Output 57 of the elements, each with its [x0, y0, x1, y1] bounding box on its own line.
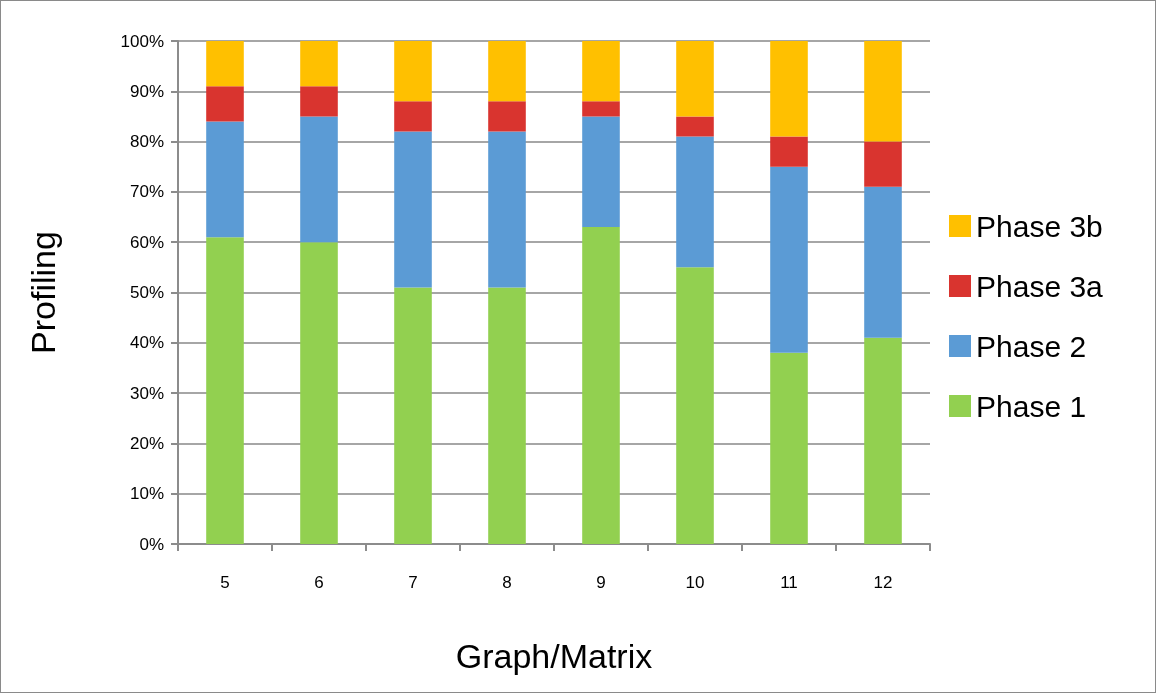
bar	[206, 86, 244, 122]
bar	[770, 166, 808, 353]
bar	[488, 41, 526, 102]
bar	[300, 86, 338, 117]
bar	[394, 41, 432, 102]
y-tick-label: 0%	[139, 534, 164, 554]
bar	[676, 116, 714, 137]
y-tick-label: 50%	[129, 283, 164, 302]
x-tick-label: 9	[596, 573, 606, 592]
bar	[676, 41, 714, 117]
legend-label: Phase 3b	[976, 209, 1103, 243]
y-tick-label: 100%	[120, 31, 164, 51]
bar	[206, 121, 244, 238]
bar	[864, 141, 902, 187]
bar	[770, 352, 808, 544]
bar	[394, 101, 432, 132]
y-tick-label: 20%	[129, 433, 164, 453]
x-tick-label: 5	[220, 573, 230, 592]
bar	[300, 41, 338, 87]
x-tick-label: 7	[408, 573, 418, 592]
bar	[676, 267, 714, 544]
bar	[770, 41, 808, 137]
bar	[488, 131, 526, 288]
y-tick-label: 80%	[129, 132, 164, 152]
bar	[582, 116, 620, 228]
y-tick-label: 40%	[129, 333, 164, 353]
bar	[582, 227, 620, 544]
bar	[488, 101, 526, 132]
bar	[488, 287, 526, 544]
x-tick-label: 11	[780, 573, 798, 592]
y-axis-title: Profiling	[24, 231, 62, 354]
legend-label: Phase 3a	[976, 269, 1104, 303]
y-tick-label: 70%	[129, 182, 164, 202]
legend-label: Phase 1	[976, 389, 1087, 423]
bar	[582, 41, 620, 102]
y-tick-label: 60%	[129, 232, 164, 252]
y-tick-label: 30%	[129, 383, 164, 403]
bar	[864, 337, 902, 544]
legend-label: Phase 2	[976, 329, 1087, 363]
bar	[300, 242, 338, 544]
bar	[206, 237, 244, 544]
y-tick-label: 10%	[129, 484, 164, 504]
bar	[206, 41, 244, 87]
x-tick-label: 10	[685, 573, 705, 592]
bar	[676, 136, 714, 268]
bar	[582, 101, 620, 117]
bar	[394, 131, 432, 288]
x-tick-label: 12	[873, 573, 893, 592]
x-tick-label: 8	[502, 573, 512, 592]
bar	[394, 287, 432, 544]
bar	[300, 116, 338, 243]
bar	[770, 136, 808, 167]
y-tick-label: 90%	[129, 81, 164, 101]
x-axis-title: Graph/Matrix	[455, 637, 653, 675]
bar	[864, 186, 902, 338]
x-tick-label: 6	[314, 573, 324, 592]
bar	[864, 41, 902, 142]
